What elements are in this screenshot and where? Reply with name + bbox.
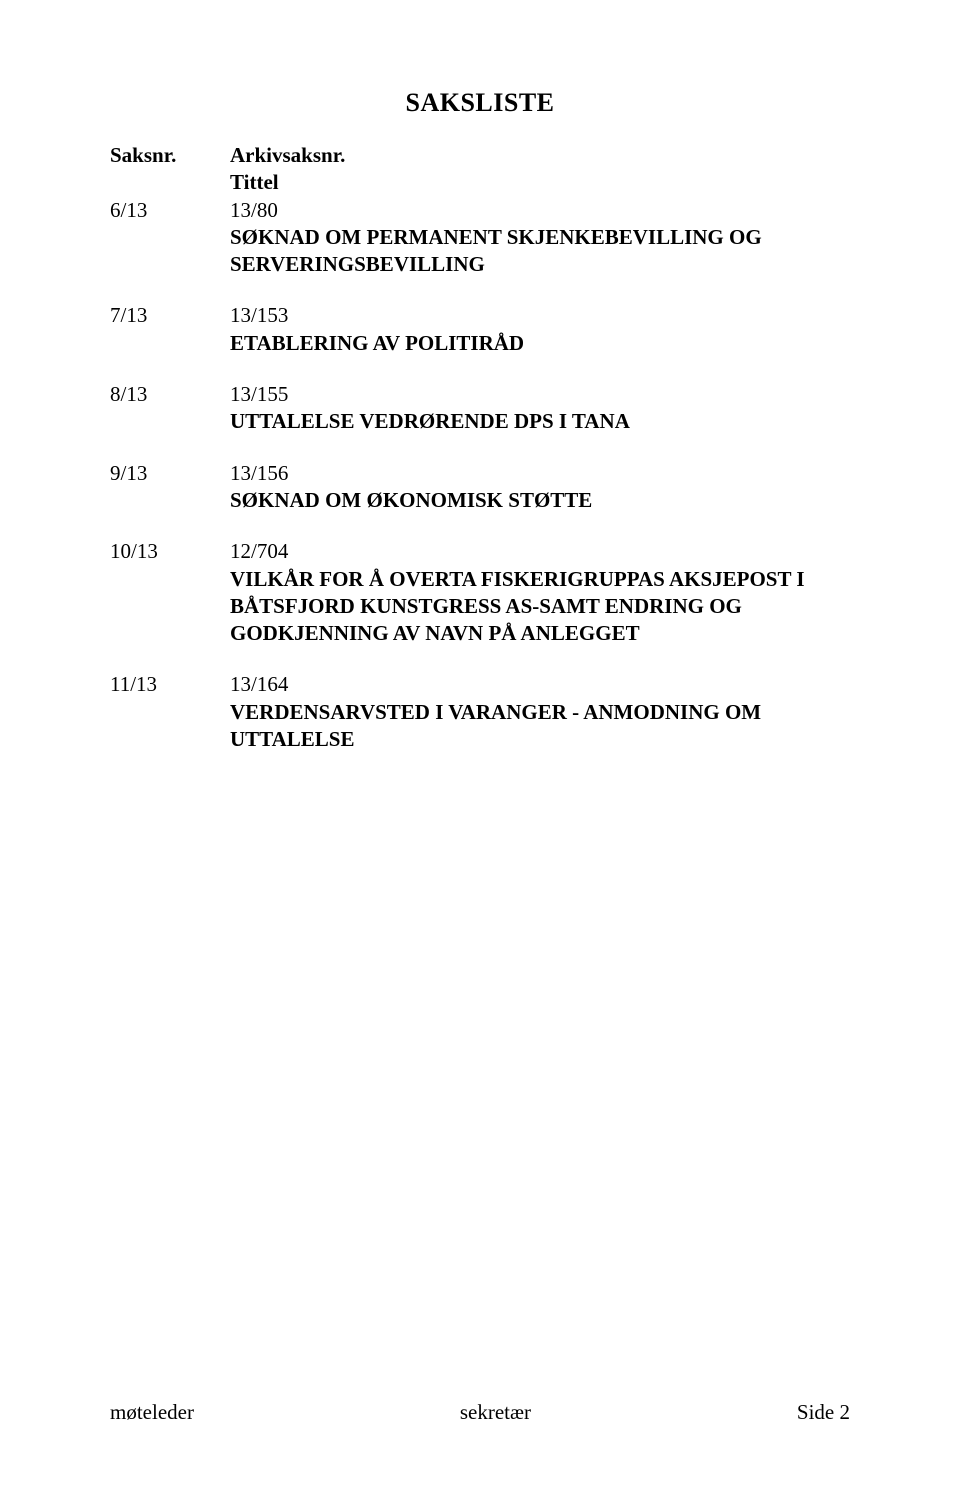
item-arkivsaksnr: 13/156: [230, 460, 850, 487]
list-item: 6/1313/80SØKNAD OM PERMANENT SKJENKEBEVI…: [110, 197, 850, 279]
item-saksnr: 7/13: [110, 302, 230, 329]
list-item: 11/1313/164VERDENSARVSTED I VARANGER - A…: [110, 671, 850, 753]
footer-center: sekretær: [460, 1400, 531, 1425]
page: SAKSLISTE Saksnr. Arkivsaksnr. Tittel 6/…: [0, 0, 960, 1495]
list-item: 7/1313/153ETABLERING AV POLITIRÅD: [110, 302, 850, 357]
item-title: UTTALELSE VEDRØRENDE DPS I TANA: [110, 408, 850, 435]
item-row: 7/1313/153: [110, 302, 850, 329]
list-item: 9/1313/156SØKNAD OM ØKONOMISK STØTTE: [110, 460, 850, 515]
item-saksnr: 6/13: [110, 197, 230, 224]
item-title: SØKNAD OM PERMANENT SKJENKEBEVILLING OG …: [110, 224, 850, 279]
header-right: Arkivsaksnr. Tittel: [230, 142, 850, 197]
footer-left: møteleder: [110, 1400, 194, 1425]
item-title: VILKÅR FOR Å OVERTA FISKERIGRUPPAS AKSJE…: [110, 566, 850, 648]
item-title: VERDENSARVSTED I VARANGER - ANMODNING OM…: [110, 699, 850, 754]
footer-right: Side 2: [797, 1400, 850, 1425]
item-arkivsaksnr: 12/704: [230, 538, 850, 565]
item-row: 10/1312/704: [110, 538, 850, 565]
item-row: 6/1313/80: [110, 197, 850, 224]
item-arkivsaksnr: 13/80: [230, 197, 850, 224]
item-row: 11/1313/164: [110, 671, 850, 698]
page-title: SAKSLISTE: [110, 88, 850, 118]
header-arkivsaksnr: Arkivsaksnr.: [230, 142, 850, 169]
list-item: 10/1312/704VILKÅR FOR Å OVERTA FISKERIGR…: [110, 538, 850, 647]
item-saksnr: 11/13: [110, 671, 230, 698]
header-tittel: Tittel: [230, 169, 850, 196]
item-arkivsaksnr: 13/153: [230, 302, 850, 329]
items-list: 6/1313/80SØKNAD OM PERMANENT SKJENKEBEVI…: [110, 197, 850, 754]
column-headers: Saksnr. Arkivsaksnr. Tittel: [110, 142, 850, 197]
item-saksnr: 9/13: [110, 460, 230, 487]
item-saksnr: 8/13: [110, 381, 230, 408]
item-row: 8/1313/155: [110, 381, 850, 408]
item-title: ETABLERING AV POLITIRÅD: [110, 330, 850, 357]
item-row: 9/1313/156: [110, 460, 850, 487]
header-saksnr: Saksnr.: [110, 142, 230, 197]
footer: møteleder sekretær Side 2: [110, 1400, 850, 1425]
item-arkivsaksnr: 13/164: [230, 671, 850, 698]
list-item: 8/1313/155UTTALELSE VEDRØRENDE DPS I TAN…: [110, 381, 850, 436]
item-saksnr: 10/13: [110, 538, 230, 565]
item-arkivsaksnr: 13/155: [230, 381, 850, 408]
item-title: SØKNAD OM ØKONOMISK STØTTE: [110, 487, 850, 514]
